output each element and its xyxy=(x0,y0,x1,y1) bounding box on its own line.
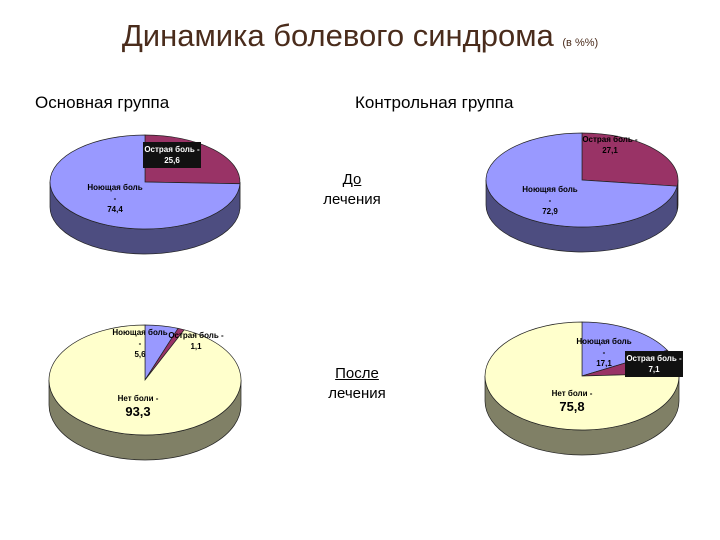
slice-label: Острая боль - 27,1 xyxy=(582,134,638,156)
slice-value: 7,1 xyxy=(648,365,660,374)
slice-value: 74,4 xyxy=(107,205,123,214)
slice xyxy=(49,134,241,230)
slice-value: 27,1 xyxy=(602,146,618,155)
slice-category: Ноющяя боль - xyxy=(522,185,578,205)
slice-label: Нет боли -75,8 xyxy=(544,388,600,415)
row-label-word: лечения xyxy=(323,191,381,208)
slice-label: Ноющая боль - 74,4 xyxy=(87,182,143,215)
slice-label: Нет боли -93,3 xyxy=(110,393,166,420)
title-note: (в %%) xyxy=(562,37,599,49)
slice-category: Ноющая боль - xyxy=(112,328,168,348)
slice-category: Ноющая боль - xyxy=(576,337,632,357)
title: Динамика болевого синдрома (в %%) xyxy=(0,18,720,54)
slice-label: Ноющая боль - 17,1 xyxy=(576,336,632,369)
slice-label: Острая боль - 7,1 xyxy=(625,351,683,377)
slice xyxy=(48,324,242,436)
slice xyxy=(581,132,679,187)
slice-value: 93,3 xyxy=(125,404,151,419)
row-label-word: После xyxy=(335,365,379,382)
row-label-word: лечения xyxy=(328,385,386,402)
slice xyxy=(484,321,680,431)
slice-category: Острая боль - xyxy=(168,331,224,340)
slice-label: Ноющая боль - 5,6 xyxy=(112,327,168,360)
column-label: Основная группа xyxy=(35,93,170,112)
slice xyxy=(485,132,678,228)
slice xyxy=(581,321,668,377)
row-label: После лечения xyxy=(297,364,417,404)
slice-value: 5,6 xyxy=(134,350,146,359)
slice-category: Нет боли - xyxy=(117,394,159,403)
row-label: До лечения xyxy=(292,170,412,210)
slice-value: 72,9 xyxy=(542,207,558,216)
slice-label: Острая боль - 25,6 xyxy=(143,142,201,168)
slice-label: Острая боль - 1,1 xyxy=(168,330,224,352)
slice-category: Ноющая боль - xyxy=(87,183,143,203)
column-label: Контрольная группа xyxy=(355,93,514,112)
slice-value: 25,6 xyxy=(164,156,180,165)
title-text: Динамика болевого синдрома xyxy=(121,18,554,53)
slice-value: 75,8 xyxy=(559,399,585,414)
row-label-word: До xyxy=(342,171,362,188)
slice-label: Ноющяя боль - 72,9 xyxy=(522,184,578,217)
slice-category: Острая боль - xyxy=(144,145,200,154)
slice-category: Острая боль - xyxy=(582,135,638,144)
slice-value: 1,1 xyxy=(190,342,202,351)
slice-category: Нет боли - xyxy=(551,389,593,398)
slice-value: 17,1 xyxy=(596,359,612,368)
slice-category: Острая боль - xyxy=(626,354,682,363)
